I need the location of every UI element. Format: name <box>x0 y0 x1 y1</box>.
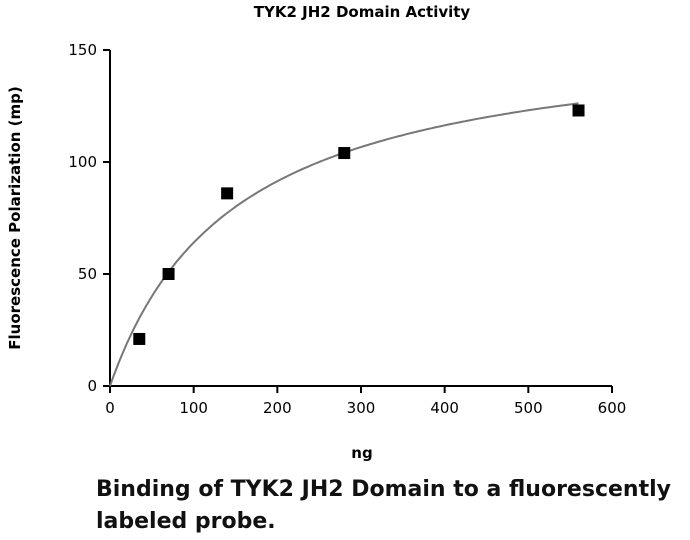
data-point <box>572 104 585 117</box>
data-point <box>338 147 351 160</box>
y-axis-label: Fluorescence Polarization (mp) <box>6 86 24 349</box>
fit-curve <box>109 102 579 387</box>
y-tick-label: 100 <box>68 153 97 171</box>
x-tick-label: 400 <box>430 399 459 417</box>
x-tick-label: 500 <box>514 399 543 417</box>
data-points <box>133 104 585 345</box>
axes: 0 100 200 300 400 500 600 0 50 100 150 <box>68 41 626 417</box>
x-tick-label: 300 <box>347 399 376 417</box>
x-tick-label: 600 <box>598 399 627 417</box>
data-point <box>162 268 175 280</box>
y-tick-label: 50 <box>78 265 97 283</box>
chart: TYK2 JH2 Domain Activity 0 100 200 300 400 50… <box>6 3 626 462</box>
x-tick-label: 100 <box>179 399 208 417</box>
x-tick-label: 0 <box>105 399 115 417</box>
x-tick-label: 200 <box>263 399 292 417</box>
data-point <box>221 187 234 200</box>
figure-caption: Binding of TYK2 JH2 Domain to a fluoresc… <box>96 477 671 534</box>
x-axis-label: ng <box>351 444 372 462</box>
data-point <box>133 332 146 345</box>
chart-title: TYK2 JH2 Domain Activity <box>254 3 471 21</box>
y-tick-label: 0 <box>87 377 97 395</box>
fit-curve-layer <box>109 102 579 387</box>
y-tick-label: 150 <box>68 41 97 59</box>
